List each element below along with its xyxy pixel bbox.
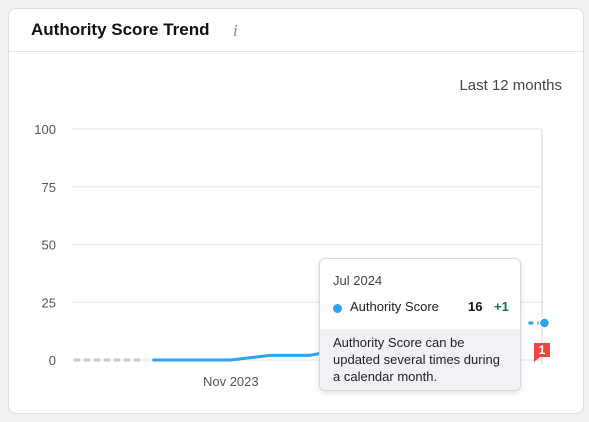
info-icon[interactable]: i [233,21,238,40]
series-dot-icon [333,304,342,313]
tooltip-series-row: Authority Score 16 +1 [333,299,511,317]
chart-tooltip: Jul 2024 Authority Score 16 +1 Authority… [319,258,521,391]
widget-header: Authority Score Trend i [9,9,583,52]
series-point [538,317,551,329]
period-label: Last 12 months [459,77,562,94]
x-tick-label: Nov 2023 [203,374,259,389]
y-tick-label: 50 [42,238,56,253]
authority-score-chart: 100 75 50 25 0 Nov 2023 1 [34,122,551,389]
y-tick-label: 0 [49,353,56,368]
y-tick-label: 100 [34,122,56,137]
annotation-count: 1 [539,343,546,357]
authority-score-widget: Authority Score Trend i Last 12 months 1… [8,8,584,414]
tooltip-date: Jul 2024 [333,273,383,288]
tooltip-note: Authority Score can be updated several t… [320,329,520,390]
y-tick-label: 75 [42,180,56,195]
widget-title: Authority Score Trend [31,20,210,39]
tooltip-series-label: Authority Score [350,299,439,314]
y-tick-label: 25 [42,295,56,310]
annotation-flag-icon [534,343,550,362]
tooltip-delta: +1 [494,299,509,314]
tooltip-value: 16 [468,299,483,314]
series-line [152,346,349,362]
